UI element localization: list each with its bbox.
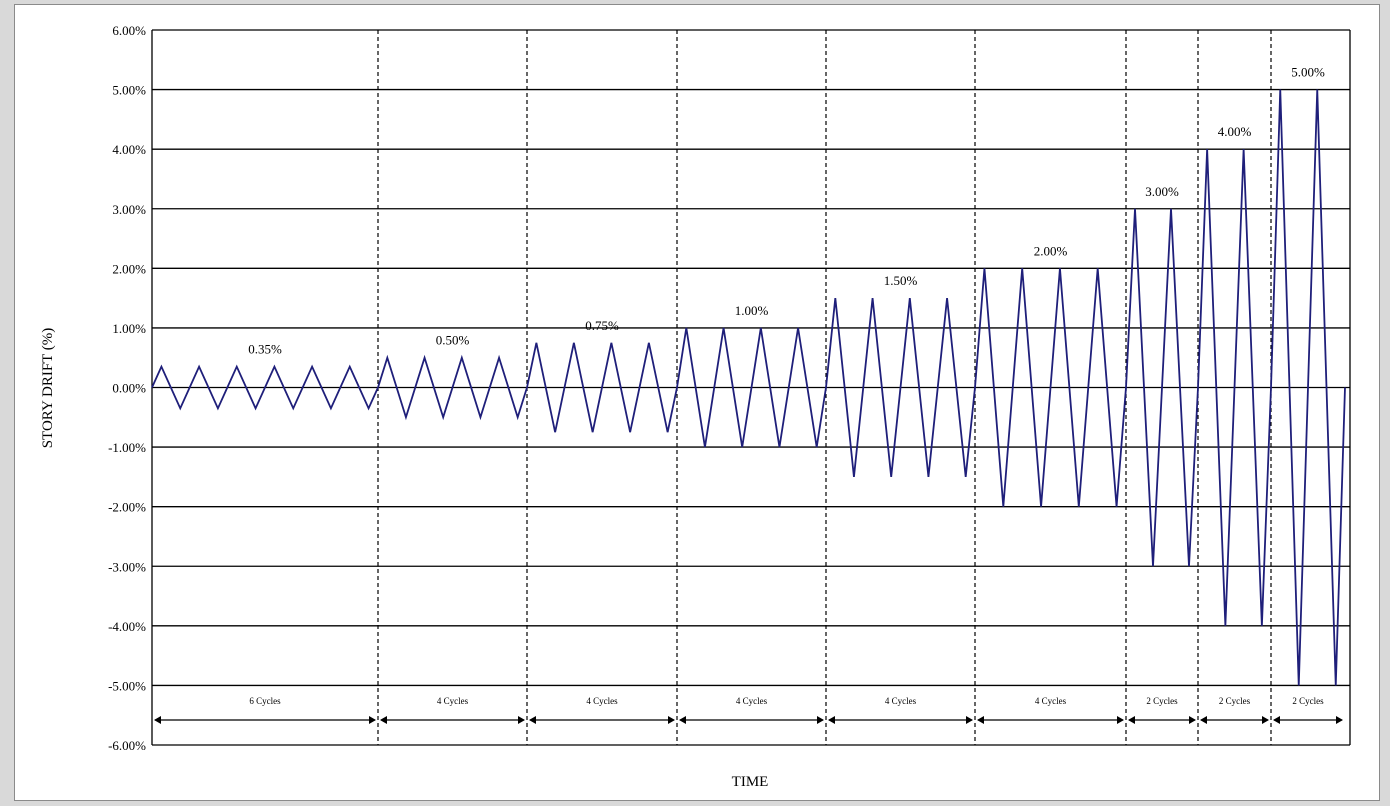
amplitude-label: 3.00% xyxy=(1145,184,1179,199)
drift-segment xyxy=(151,364,379,411)
arrowhead-right xyxy=(1117,716,1124,724)
x-axis-label: TIME xyxy=(732,774,769,790)
drift-segment xyxy=(1197,149,1272,626)
arrowhead-left xyxy=(1128,716,1135,724)
y-tick-label: 0.00% xyxy=(112,381,146,396)
amplitude-label: 2.00% xyxy=(1034,243,1068,258)
arrowhead-left xyxy=(977,716,984,724)
arrowhead-left xyxy=(1273,716,1280,724)
y-tick-label: 6.00% xyxy=(112,23,146,38)
y-tick-label: 5.00% xyxy=(112,83,146,98)
cycles-label: 2 Cycles xyxy=(1219,696,1251,706)
drift-segment xyxy=(1270,89,1346,686)
arrowhead-left xyxy=(679,716,686,724)
drift-segment xyxy=(526,342,678,433)
arrowhead-right xyxy=(1336,716,1343,724)
cycles-label: 4 Cycles xyxy=(1035,696,1067,706)
cycles-label: 4 Cycles xyxy=(736,696,768,706)
amplitude-label: 1.00% xyxy=(735,303,769,318)
cycles-label: 6 Cycles xyxy=(249,696,281,706)
arrowhead-right xyxy=(369,716,376,724)
amplitude-label: 0.75% xyxy=(585,318,619,333)
arrowhead-right xyxy=(966,716,973,724)
amplitude-label: 0.50% xyxy=(436,333,470,348)
y-tick-label: -3.00% xyxy=(108,559,146,574)
y-tick-label: 2.00% xyxy=(112,261,146,276)
arrowhead-right xyxy=(1262,716,1269,724)
amplitude-label: 1.50% xyxy=(884,273,918,288)
arrowhead-left xyxy=(828,716,835,724)
amplitude-labels: 0.35% 0.50% 0.75% 1.00% 1.50% 2.00% 3.00% 4.00%… xyxy=(248,65,1325,357)
y-tick-label: -2.00% xyxy=(108,500,146,515)
amplitude-label: 5.00% xyxy=(1291,65,1325,80)
drift-segment xyxy=(974,268,1127,507)
drift-segment xyxy=(825,298,976,477)
y-tick-label: -1.00% xyxy=(108,440,146,455)
drift-segment xyxy=(676,327,827,448)
arrowhead-left xyxy=(380,716,387,724)
y-tick-label: 4.00% xyxy=(112,142,146,157)
arrowhead-right xyxy=(817,716,824,724)
y-tick-label: 3.00% xyxy=(112,202,146,217)
y-tick-label: -5.00% xyxy=(108,678,146,693)
y-axis-label: STORY DRIFT (%) xyxy=(40,328,56,449)
cycles-label: 4 Cycles xyxy=(437,696,469,706)
arrowhead-right xyxy=(668,716,675,724)
y-tick-label: 1.00% xyxy=(112,321,146,336)
chart-frame xyxy=(14,4,1380,801)
amplitude-label: 4.00% xyxy=(1218,124,1252,139)
amplitude-label: 0.35% xyxy=(248,342,282,357)
cycles-label: 2 Cycles xyxy=(1292,696,1324,706)
y-tick-label: -6.00% xyxy=(108,738,146,753)
drift-segment xyxy=(377,354,528,421)
y-axis-ticks: -6.00% -5.00% -4.00% -3.00% -2.00% -1.00% 0.00… xyxy=(108,23,146,753)
arrowhead-right xyxy=(518,716,525,724)
drift-segment xyxy=(1125,208,1199,567)
arrowhead-left xyxy=(154,716,161,724)
arrowhead-right xyxy=(1189,716,1196,724)
cycles-label: 4 Cycles xyxy=(586,696,618,706)
arrowhead-left xyxy=(529,716,536,724)
cycle-annotations: 6 Cycles 4 Cycles 4 Cycles 4 Cycles 4 Cycles… xyxy=(154,696,1343,724)
drift-series xyxy=(151,89,1346,686)
gridlines xyxy=(151,29,1351,746)
y-tick-label: -4.00% xyxy=(108,619,146,634)
cycles-label: 4 Cycles xyxy=(885,696,917,706)
arrowhead-left xyxy=(1200,716,1207,724)
cycles-label: 2 Cycles xyxy=(1146,696,1178,706)
